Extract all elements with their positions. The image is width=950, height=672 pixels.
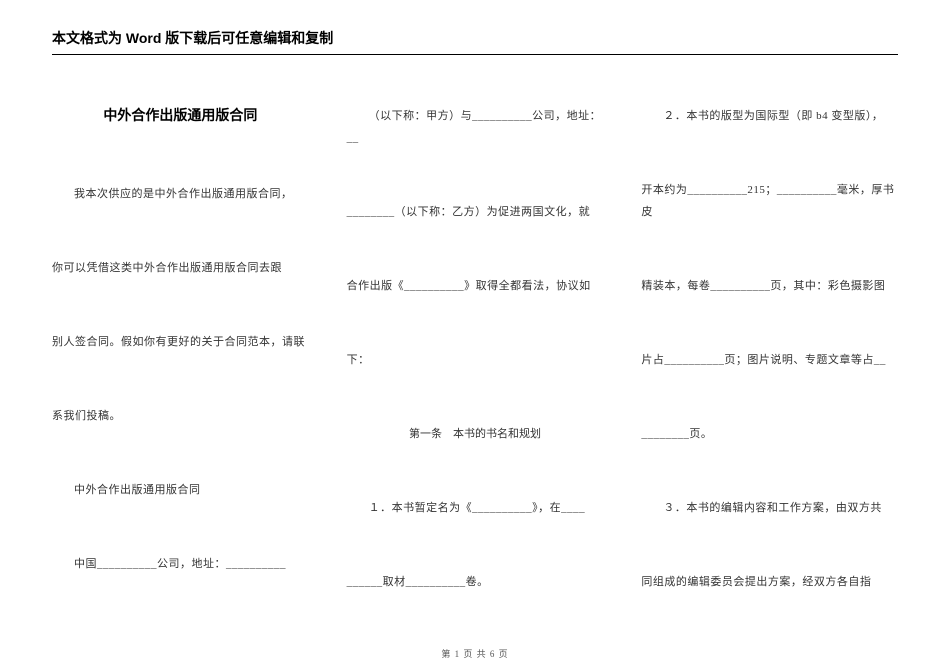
c2-section: 第一条 本书的书名和规划 bbox=[347, 423, 604, 445]
doc-title: 中外合作出版通用版合同 bbox=[52, 105, 309, 125]
c3-p1: ２．本书的版型为国际型（即 b4 变型版）， bbox=[641, 105, 898, 127]
column-1: 中外合作出版通用版合同 我本次供应的是中外合作出版通用版合同， 你可以凭借这类中… bbox=[52, 105, 309, 645]
column-container: 中外合作出版通用版合同 我本次供应的是中外合作出版通用版合同， 你可以凭借这类中… bbox=[52, 105, 898, 645]
c2-p6: ______取材__________卷。 bbox=[347, 571, 604, 593]
c3-p5: ________页。 bbox=[641, 423, 898, 445]
c1-p5: 中外合作出版通用版合同 bbox=[52, 479, 309, 501]
c3-p3: 精装本，每卷__________页，其中：彩色摄影图 bbox=[641, 275, 898, 297]
c1-p2: 你可以凭借这类中外合作出版通用版合同去跟 bbox=[52, 257, 309, 279]
c1-p1: 我本次供应的是中外合作出版通用版合同， bbox=[52, 183, 309, 205]
c1-p3: 别人签合同。假如你有更好的关于合同范本，请联 bbox=[52, 331, 309, 353]
c3-p2: 开本约为__________215；__________毫米，厚书皮 bbox=[641, 179, 898, 223]
header-notice: 本文格式为 Word 版下载后可任意编辑和复制 bbox=[52, 28, 898, 55]
c3-p6: ３．本书的编辑内容和工作方案，由双方共 bbox=[641, 497, 898, 519]
c2-p4: 下： bbox=[347, 349, 604, 371]
c2-p3: 合作出版《__________》取得全都看法，协议如 bbox=[347, 275, 604, 297]
c1-p6: 中国__________公司，地址：__________ bbox=[52, 553, 309, 575]
column-3: ２．本书的版型为国际型（即 b4 变型版）， 开本约为__________215… bbox=[641, 105, 898, 645]
page-footer: 第 1 页 共 6 页 bbox=[0, 647, 950, 660]
c3-p4: 片占__________页；图片说明、专题文章等占__ bbox=[641, 349, 898, 371]
column-2: （以下称：甲方）与__________公司，地址：__ ________（以下称… bbox=[347, 105, 604, 645]
c2-p1: （以下称：甲方）与__________公司，地址：__ bbox=[347, 105, 604, 149]
c2-p5: １．本书暂定名为《__________》，在____ bbox=[347, 497, 604, 519]
c1-p4: 系我们投稿。 bbox=[52, 405, 309, 427]
document-page: 本文格式为 Word 版下载后可任意编辑和复制 中外合作出版通用版合同 我本次供… bbox=[0, 0, 950, 645]
c2-p2: ________（以下称：乙方）为促进两国文化，就 bbox=[347, 201, 604, 223]
c3-p7: 同组成的编辑委员会提出方案，经双方各自指 bbox=[641, 571, 898, 593]
